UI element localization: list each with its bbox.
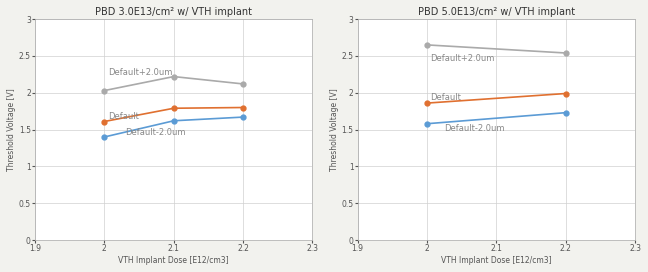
Y-axis label: Threshold Voltage [V]: Threshold Voltage [V]: [330, 88, 338, 171]
Text: Default-2.0um: Default-2.0um: [125, 128, 186, 137]
X-axis label: VTH Implant Dose [E12/cm3]: VTH Implant Dose [E12/cm3]: [441, 256, 551, 265]
Text: Default: Default: [108, 112, 139, 121]
Y-axis label: Threshold Voltage [V]: Threshold Voltage [V]: [7, 88, 16, 171]
Text: Default+2.0um: Default+2.0um: [108, 68, 172, 78]
Title: PBD 5.0E13/cm² w/ VTH implant: PBD 5.0E13/cm² w/ VTH implant: [418, 7, 575, 17]
X-axis label: VTH Implant Dose [E12/cm3]: VTH Implant Dose [E12/cm3]: [119, 256, 229, 265]
Title: PBD 3.0E13/cm² w/ VTH implant: PBD 3.0E13/cm² w/ VTH implant: [95, 7, 252, 17]
Text: Default: Default: [430, 94, 461, 103]
Text: Default+2.0um: Default+2.0um: [430, 54, 495, 63]
Text: Default-2.0um: Default-2.0um: [445, 124, 505, 133]
